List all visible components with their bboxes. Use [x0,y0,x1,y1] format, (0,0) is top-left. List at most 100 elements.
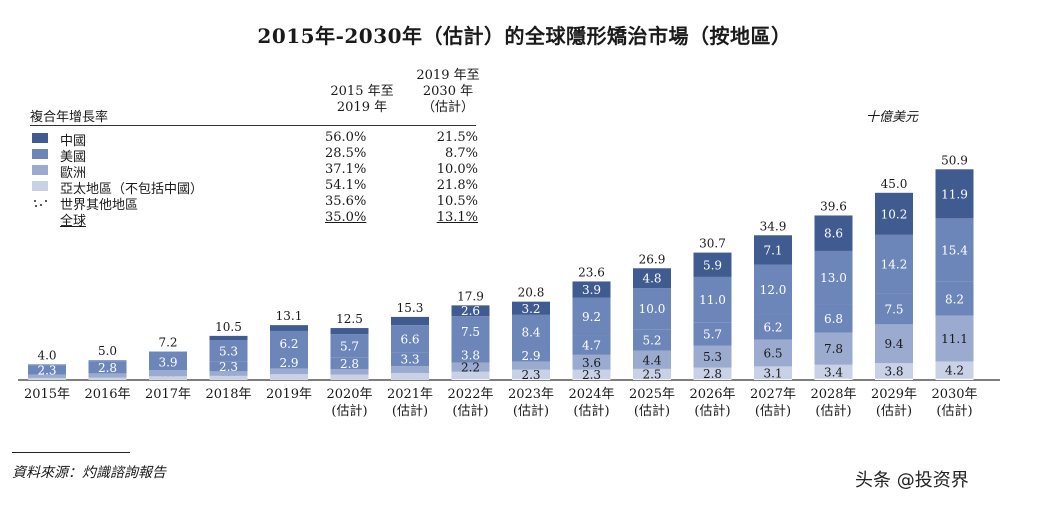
bar-value-label: 13.0 [820,271,847,285]
bar-segment [88,361,127,374]
x-tick-label: 2028年 [810,387,856,402]
bar-segment [754,314,792,340]
legend-swatch [32,133,48,143]
unit-label: 十億美元 [866,110,919,125]
bar-segment [633,268,671,289]
bar-value-label: 7.5 [461,325,480,339]
bar-segment [451,371,490,380]
legend-cagr-2019-2030: 21.5% [436,130,478,145]
bar-value-label: 2.9 [521,349,540,363]
bar-total-label: 13.1 [276,309,303,323]
bar-value-label: 2.2 [461,361,480,375]
bar-value-label: 9.4 [884,337,903,351]
bar-value-label: 10.0 [639,302,666,316]
bar-value-label: 2.3 [37,363,56,377]
bar-value-label: 2.3 [219,360,238,374]
bar-segment [512,369,550,380]
source-note: 資料來源：灼識諮詢報告 [12,465,166,481]
bar-total-label: 17.9 [457,289,484,303]
bar-segment [935,169,974,219]
x-tick-label: 2016年 [84,387,130,402]
legend-cagr-2015-2019: 56.0% [325,130,367,145]
legend-col2-header: 2019 年至 2030 年 （估計） [416,68,480,115]
legend-row: 中國 56.0% 21.5% [30,130,478,149]
x-tick-label: 2027年 [750,387,796,402]
legend-cagr-2015-2019: 37.1% [325,162,367,177]
bar-value-label: 8.2 [945,292,964,306]
bar-value-label: 8.6 [824,227,843,241]
legend-cagr-2015-2019: 35.6% [325,194,367,209]
bar-segment [28,365,66,375]
legend-swatch [32,181,48,191]
x-tick-label: (估計) [694,403,730,419]
bar-total-label: 45.0 [881,177,908,191]
bar-value-label: 3.9 [582,283,601,297]
bar-segment [754,339,792,367]
bar-value-label: 2.8 [340,357,359,371]
x-tick-label: (估計) [936,403,972,419]
bar-value-label: 11.9 [941,187,968,201]
bar-total-label: 30.7 [699,237,726,251]
legend-cagr-2019-2030: 10.5% [436,194,478,209]
bar-value-label: 2.6 [461,304,480,318]
bar-segment [270,330,308,357]
bar-segment [935,218,974,282]
bar-segment [693,367,732,380]
bar-segment [935,361,974,379]
x-tick-label: (估計) [331,403,367,419]
bar-value-label: 2.5 [642,368,661,382]
bar-segment [209,340,248,362]
legend-cagr-2015-2019: 28.5% [325,146,367,161]
bar-value-label: 7.8 [824,342,843,356]
x-tick-label: 2019年 [266,387,312,402]
bar-segment [391,365,429,373]
bar-segment [88,360,127,362]
legend-swatch [32,165,48,175]
bar-segment [754,366,792,380]
x-tick-label: 2015年 [24,387,70,402]
bar-segment [149,370,187,377]
bar-segment [633,288,671,330]
bar-segment [814,304,853,333]
bar-total-label: 7.2 [158,336,177,350]
bar-total-label: 4.0 [37,348,56,362]
bar-segment [451,316,490,348]
bar-value-label: 6.2 [763,320,782,334]
bar-segment [875,378,913,380]
bar-segment [512,361,550,370]
bar-value-label: 12.0 [760,283,787,297]
x-tick-label: 2025年 [629,387,675,402]
bar-segment [814,250,853,305]
bar-segment [875,192,913,235]
bar-value-label: 3.1 [763,366,782,380]
bar-value-label: 4.8 [642,272,661,286]
bar-segment [754,235,792,265]
bar-segment [814,378,853,380]
bar-segment [391,325,429,353]
bar-segment [633,379,671,380]
bar-segment [451,362,490,372]
legend-row: 世界其他地區 35.6% 10.5% [30,194,478,213]
bar-segment [572,335,611,355]
bar-segment [149,351,187,355]
x-tick-label: 2023年 [508,387,554,402]
bar-segment [935,378,974,380]
legend-col1-header: 2015 年至 2019 年 [330,84,394,115]
bar-segment [330,328,369,335]
bar-total-label: 34.9 [760,219,787,233]
bar-segment [270,356,308,369]
bar-value-label: 9.2 [582,310,601,324]
bar-total-label: 5.0 [98,344,117,358]
bar-value-label: 8.4 [521,326,540,340]
bar-value-label: 5.3 [219,344,238,358]
x-tick-label: 2030年 [931,387,977,402]
legend-row: 美國 28.5% 8.7% [30,146,478,165]
legend-cagr-2019-2030: 8.7% [444,146,478,161]
bar-segment [391,372,429,380]
bar-value-label: 6.6 [400,332,419,346]
bar-segment [209,375,248,380]
bar-segment [572,354,611,370]
x-tick-label: (估計) [876,403,912,419]
bar-segment [330,357,369,370]
bar-segment [451,347,490,363]
